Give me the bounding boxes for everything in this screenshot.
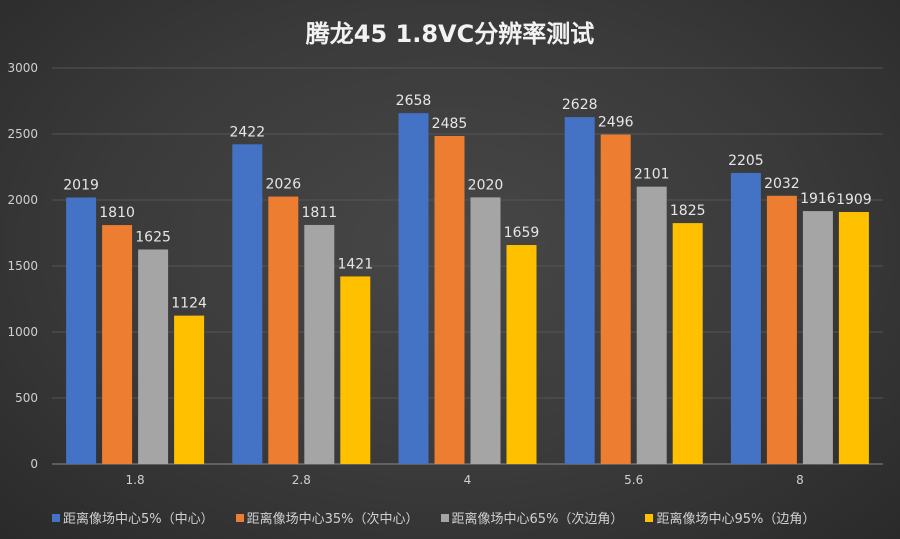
data-label: 2205	[728, 153, 764, 169]
legend-item: 距离像场中心65%（次边角）	[440, 508, 624, 527]
y-tick-label: 2000	[7, 193, 38, 207]
y-tick-label: 1500	[7, 259, 38, 273]
bar	[138, 249, 169, 464]
legend-swatch	[440, 513, 449, 522]
data-label: 2628	[562, 97, 598, 113]
y-tick-label: 2500	[7, 127, 38, 141]
data-label: 1909	[836, 192, 872, 208]
data-label: 2019	[63, 177, 99, 193]
data-label: 2032	[764, 176, 800, 192]
data-label: 2658	[396, 93, 432, 109]
bar	[838, 212, 869, 464]
data-label: 2101	[634, 167, 670, 183]
x-tick-label: 4	[464, 473, 472, 487]
legend-item: 距离像场中心35%（次中心）	[235, 508, 419, 527]
data-label: 2496	[598, 115, 634, 131]
data-label: 2020	[468, 177, 504, 193]
bar	[434, 135, 465, 465]
x-tick-label: 8	[796, 473, 804, 487]
y-tick-label: 500	[15, 391, 38, 405]
bar	[304, 224, 335, 464]
x-tick-label: 2.8	[292, 473, 311, 487]
y-tick-label: 1000	[7, 325, 38, 339]
legend-label: 距离像场中心65%（次边角）	[451, 512, 624, 527]
bar	[636, 186, 667, 464]
data-label: 1625	[135, 230, 171, 246]
x-tick-label: 5.6	[624, 473, 643, 487]
data-label: 1124	[171, 296, 207, 312]
bar	[340, 276, 371, 464]
bar	[672, 223, 703, 464]
legend-label: 距离像场中心95%（边角）	[656, 512, 816, 527]
data-label: 2422	[229, 124, 265, 140]
bar	[174, 315, 205, 464]
legend-item: 距离像场中心95%（边角）	[645, 508, 815, 527]
bar	[66, 197, 97, 464]
bar	[102, 225, 133, 464]
data-label: 1421	[337, 256, 373, 272]
y-tick-label: 0	[30, 457, 38, 471]
data-label: 2026	[265, 177, 301, 193]
y-tick-label: 3000	[7, 61, 38, 75]
x-tick-label: 1.8	[126, 473, 145, 487]
data-label: 1916	[800, 191, 836, 207]
bar	[600, 134, 631, 464]
legend-item: 距离像场中心5%（中心）	[52, 508, 214, 527]
legend-label: 距离像场中心5%（中心）	[63, 512, 214, 527]
legend-swatch	[235, 513, 244, 522]
data-label: 1659	[504, 225, 540, 241]
data-label: 1810	[99, 205, 135, 221]
bar	[398, 113, 429, 465]
bar	[802, 211, 833, 464]
legend-swatch	[645, 513, 654, 522]
data-label: 1825	[670, 203, 706, 219]
chart-title: 腾龙45 1.8VC分辨率测试	[305, 20, 595, 48]
bar	[470, 197, 501, 465]
legend-label: 距离像场中心35%（次中心）	[246, 512, 419, 527]
data-label: 2485	[432, 116, 468, 132]
data-label: 1811	[301, 205, 337, 221]
bar	[766, 195, 797, 464]
bar	[232, 144, 263, 464]
legend: 距离像场中心5%（中心） 距离像场中心35%（次中心） 距离像场中心65%（次边角）…	[52, 508, 815, 527]
bar	[564, 117, 595, 464]
legend-swatch	[52, 513, 60, 522]
bar	[268, 196, 299, 464]
bar	[506, 245, 537, 464]
bar	[730, 172, 761, 464]
